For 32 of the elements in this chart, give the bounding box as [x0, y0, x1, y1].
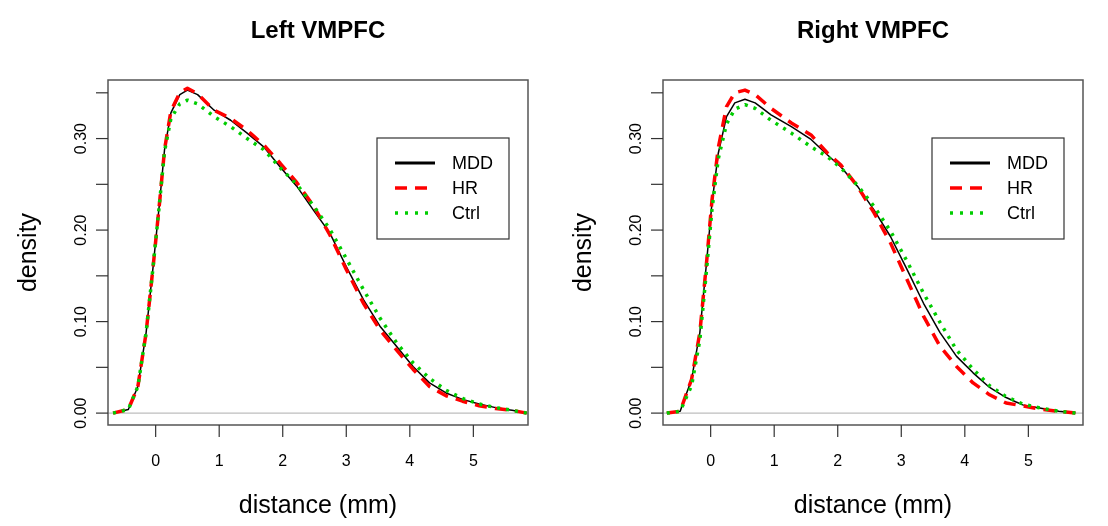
y-tick-label: 0.30 — [72, 122, 89, 155]
x-tick-label: 5 — [468, 452, 478, 469]
x-tick-label: 2 — [833, 452, 843, 469]
legend-label: Ctrl — [1007, 203, 1035, 223]
y-tick-label: 0.20 — [72, 214, 89, 246]
legend-label: MDD — [1007, 153, 1048, 173]
y-axis-title: density — [13, 212, 41, 293]
y-axis-title: density — [568, 212, 596, 293]
x-axis-title: distance (mm) — [793, 490, 953, 518]
x-tick-label: 0 — [151, 452, 161, 469]
x-tick-label: 4 — [405, 452, 415, 469]
y-tick-label: 0.00 — [72, 397, 89, 429]
x-tick-label: 4 — [960, 452, 970, 469]
y-tick-label: 0.30 — [627, 122, 644, 155]
legend-label: HR — [452, 178, 478, 198]
x-tick-label: 3 — [341, 452, 351, 469]
x-tick-label: 2 — [278, 452, 288, 469]
y-tick-label: 0.00 — [627, 397, 644, 429]
x-axis-title: distance (mm) — [238, 490, 398, 518]
x-tick-label: 1 — [769, 452, 779, 469]
chart-title: Left VMPFC — [250, 16, 386, 43]
y-tick-label: 0.10 — [627, 305, 644, 338]
y-tick-label: 0.10 — [72, 305, 89, 338]
chart-title: Right VMPFC — [797, 16, 949, 43]
x-tick-label: 0 — [706, 452, 716, 469]
x-tick-label: 3 — [896, 452, 906, 469]
legend-label: MDD — [452, 153, 493, 173]
legend-label: Ctrl — [452, 203, 480, 223]
legend-label: HR — [1007, 178, 1033, 198]
x-tick-label: 5 — [1023, 452, 1033, 469]
y-tick-label: 0.20 — [627, 214, 644, 246]
x-tick-label: 1 — [214, 452, 224, 469]
